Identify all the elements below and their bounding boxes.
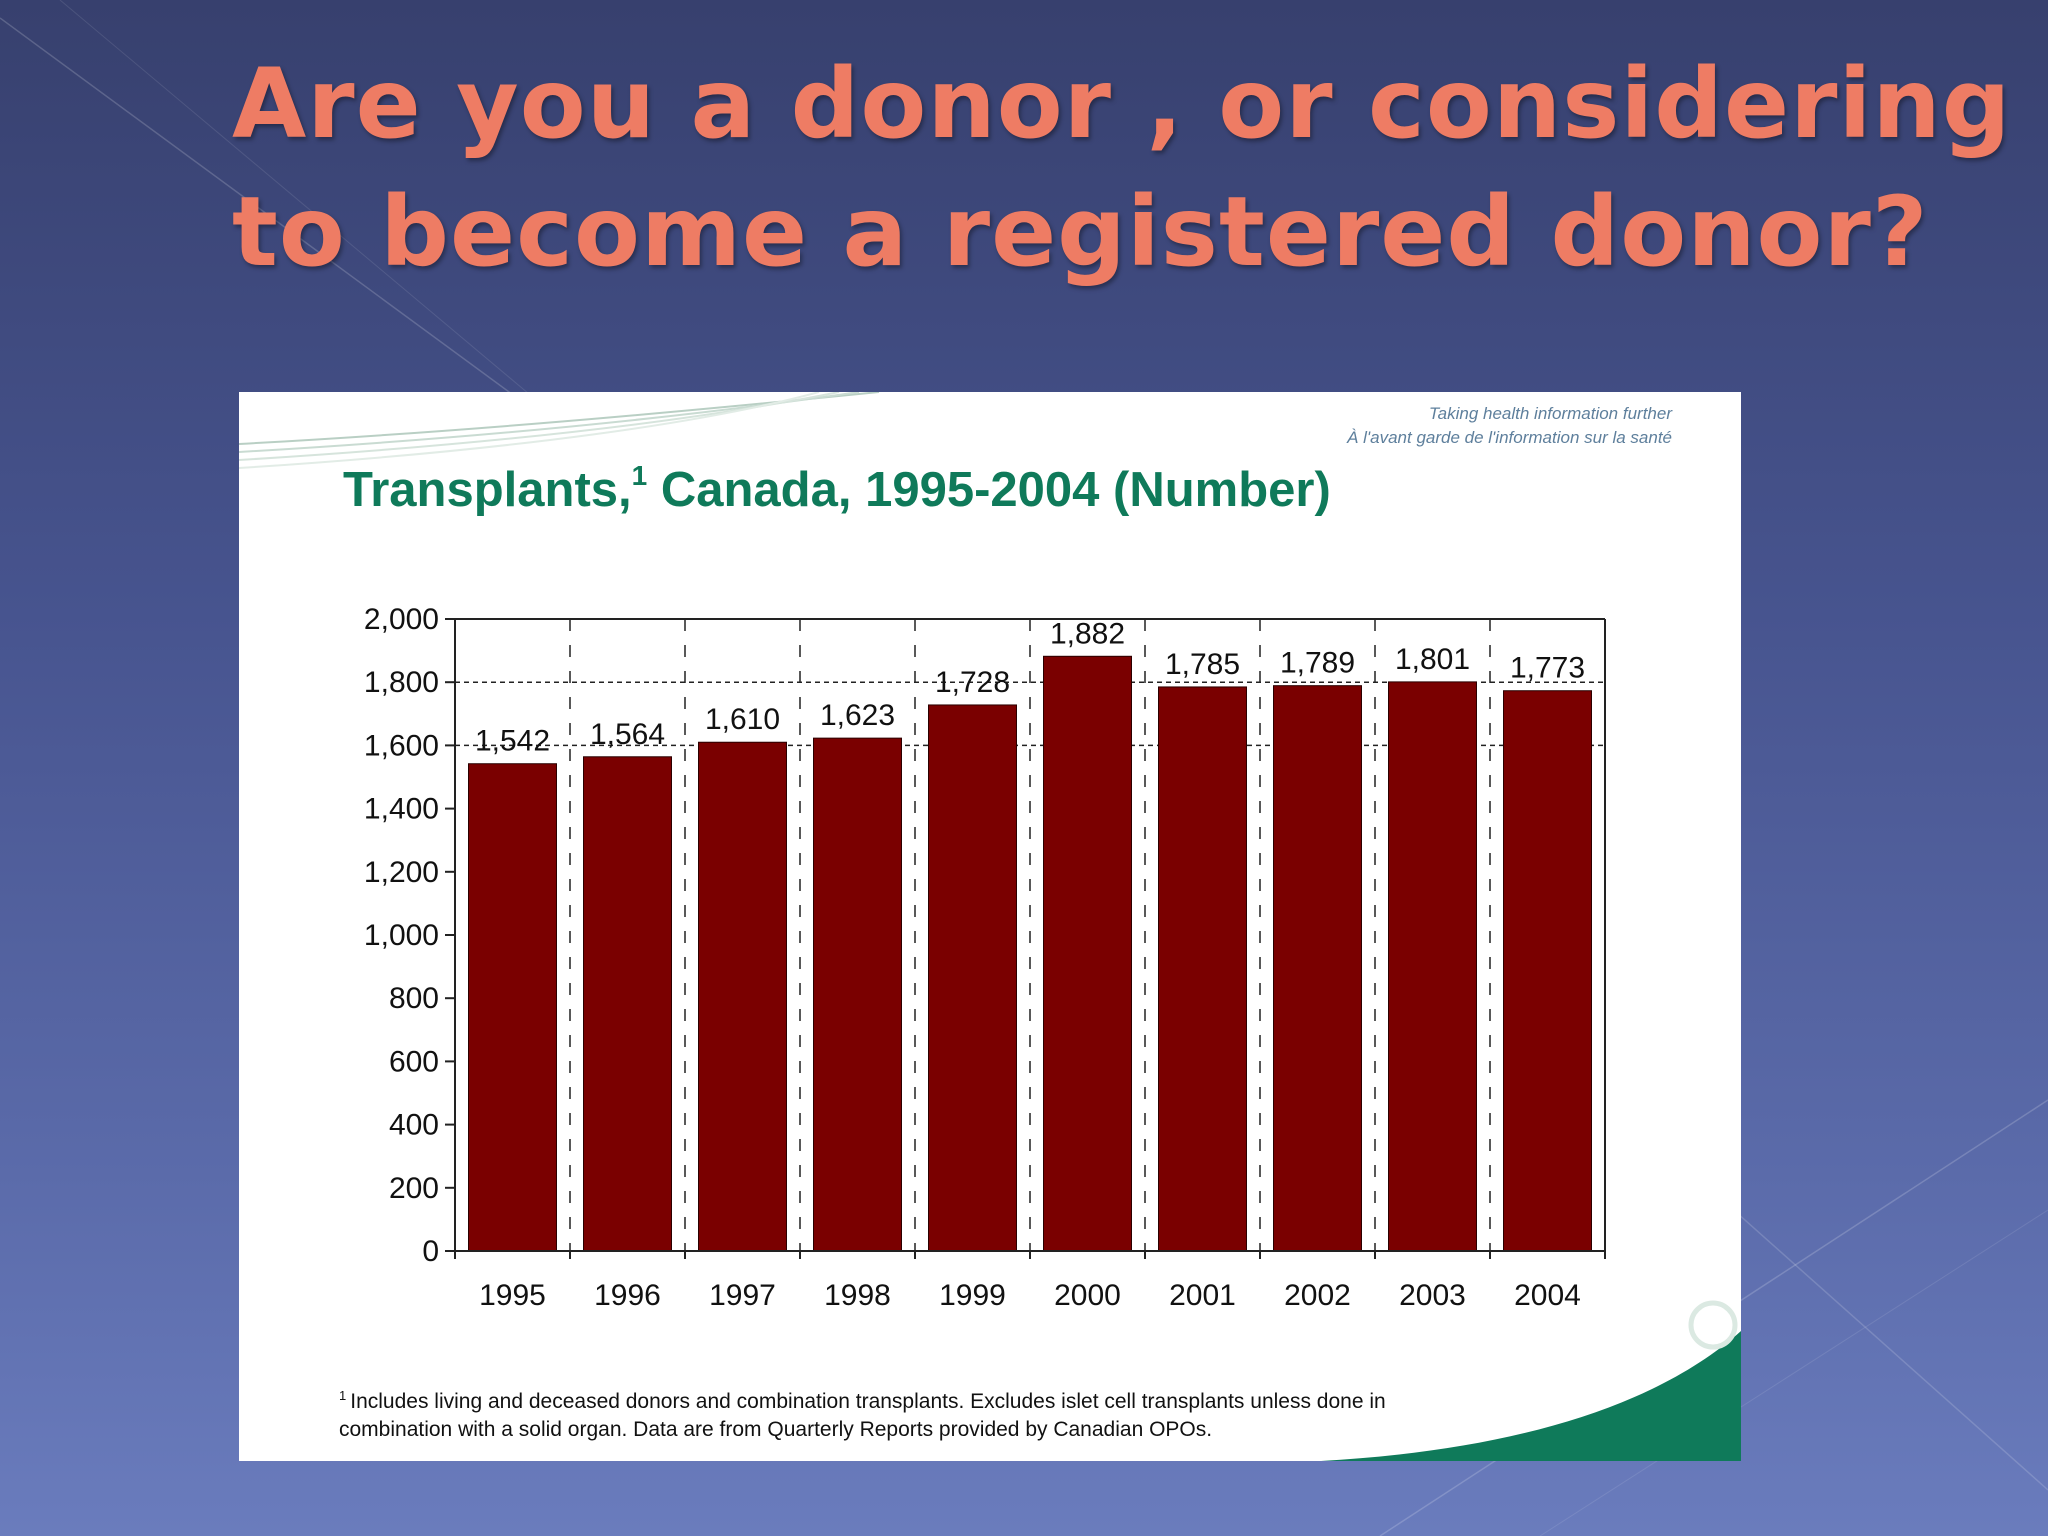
footnote-line-1: Includes living and deceased donors and …	[350, 1390, 1386, 1413]
y-tick-label: 400	[389, 1109, 439, 1142]
y-tick-label: 800	[389, 982, 439, 1015]
chart-title-superscript: 1	[631, 459, 648, 491]
organization-logo	[1321, 1300, 1741, 1461]
x-tick-label-1997: 1997	[709, 1279, 776, 1312]
data-label-1996: 1,564	[590, 718, 665, 751]
footnote-marker: 1	[339, 1388, 347, 1403]
y-tick-label: 200	[389, 1172, 439, 1205]
bar-chart: 1,542 1995 1,564 1996 1,610 1997 1,623 1998 1,72…	[364, 603, 1606, 1312]
bar-1995	[468, 763, 557, 1252]
y-tick-label: 1,400	[364, 793, 439, 826]
y-tick-label: 1,000	[364, 919, 439, 952]
x-tick-label-2002: 2002	[1284, 1279, 1351, 1312]
data-label-2003: 1,801	[1395, 643, 1470, 676]
x-tick-label-2003: 2003	[1399, 1279, 1466, 1312]
data-label-2000: 1,882	[1050, 617, 1125, 650]
bar-1997	[698, 741, 787, 1252]
slide-title: Are you a donor , or considering to beco…	[232, 40, 2012, 296]
bar-2001	[1158, 686, 1247, 1252]
chart-title: Transplants,1 Canada, 1995-2004 (Number)	[343, 459, 1331, 518]
chart-title-text: Transplants,	[343, 463, 632, 517]
y-tick-label: 0	[422, 1235, 439, 1268]
data-label-1999: 1,728	[935, 666, 1010, 699]
organization-tagline: Taking health information further À l'av…	[1347, 402, 1672, 450]
tagline-french: À l'avant garde de l'information sur la …	[1347, 428, 1672, 447]
footnote-line-2: combination with a solid organ. Data are…	[339, 1418, 1213, 1441]
chart-title-suffix: Canada, 1995-2004 (Number)	[660, 463, 1331, 517]
x-tick-label-1995: 1995	[479, 1279, 546, 1312]
slide-title-line-1: Are you a donor , or considering	[232, 48, 2012, 160]
bar-2002	[1273, 685, 1362, 1252]
y-tick-label: 1,800	[364, 666, 439, 699]
bar-1998	[813, 737, 902, 1252]
data-label-1995: 1,542	[475, 725, 550, 758]
swoosh-decoration	[239, 392, 880, 469]
tagline-english: Taking health information further	[1428, 404, 1672, 423]
x-tick-label-2004: 2004	[1514, 1279, 1581, 1312]
chart-card: Taking health information further À l'av…	[239, 392, 1741, 1461]
data-label-2004: 1,773	[1510, 652, 1585, 685]
y-tick-label: 2,000	[364, 603, 439, 636]
x-tick-label-1996: 1996	[594, 1279, 661, 1312]
bar-1996	[583, 756, 672, 1252]
y-tick-label: 600	[389, 1045, 439, 1078]
bar-1999	[928, 704, 1017, 1252]
x-tick-label-2000: 2000	[1054, 1279, 1121, 1312]
data-label-2001: 1,785	[1165, 648, 1240, 681]
x-tick-label-2001: 2001	[1169, 1279, 1236, 1312]
data-label-1997: 1,610	[705, 703, 780, 736]
x-tick-label-1999: 1999	[939, 1279, 1006, 1312]
slide-title-line-2: to become a registered donor?	[232, 176, 1929, 288]
data-label-1998: 1,623	[820, 699, 895, 732]
bar-2003	[1388, 681, 1477, 1252]
footnote: 1 Includes living and deceased donors and…	[339, 1382, 1639, 1444]
x-tick-label-1998: 1998	[824, 1279, 891, 1312]
bar-2004	[1503, 690, 1592, 1252]
bar-2000	[1043, 655, 1132, 1252]
y-tick-label: 1,600	[364, 729, 439, 762]
y-tick-label: 1,200	[364, 856, 439, 889]
data-label-2002: 1,789	[1280, 647, 1355, 680]
